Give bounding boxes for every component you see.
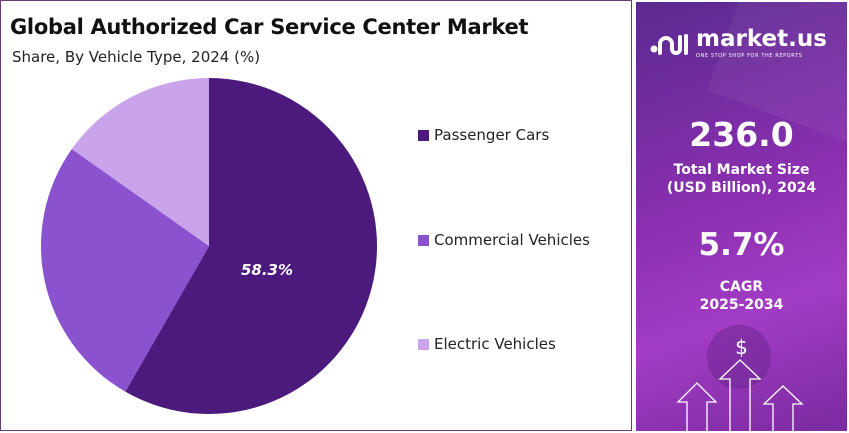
legend-label: Passenger Cars: [434, 126, 550, 144]
market-size-label-2: (USD Billion), 2024: [666, 180, 817, 196]
legend-label: Electric Vehicles: [434, 335, 556, 353]
market-size-value: 236.0: [689, 115, 794, 154]
legend-label: Commercial Vehicles: [434, 231, 590, 249]
market-size-label-1: Total Market Size: [673, 162, 810, 178]
legend-item: Commercial Vehicles: [418, 231, 590, 249]
coin-shape: [707, 325, 771, 389]
legend-swatch: [418, 129, 429, 141]
logo-mark-icon: [650, 33, 688, 55]
legend-item: Passenger Cars: [418, 126, 549, 144]
summary-panel: market.us ONE STOP SHOP FOR THE REPORTS …: [636, 2, 847, 431]
market-us-logo: market.us ONE STOP SHOP FOR THE REPORTS: [650, 28, 827, 59]
data-label: 58.3%: [241, 261, 293, 279]
chart-subtitle: Share, By Vehicle Type, 2024 (%): [12, 48, 261, 66]
legend-swatch: [418, 338, 429, 350]
pie-slice-passenger-cars: [125, 78, 377, 414]
cagr-value: 5.7%: [698, 227, 785, 263]
pie-chart: 58.3%: [40, 78, 377, 414]
chart-title: Global Authorized Car Service Center Mar…: [10, 15, 529, 39]
pie-slice-commercial-vehicles: [40, 148, 210, 392]
legend-swatch: [418, 234, 429, 246]
cagr-label-1: CAGR: [719, 279, 764, 295]
legend-item: Electric Vehicles: [418, 335, 556, 353]
growth-arrows-icon: [676, 359, 804, 431]
brand-tagline: ONE STOP SHOP FOR THE REPORTS: [696, 53, 803, 59]
chart-panel: Global Authorized Car Service Center Mar…: [0, 0, 632, 431]
brand-name: market.us: [696, 26, 827, 52]
pie-slice-electric-vehicles: [71, 78, 209, 246]
background-decoration: [676, 2, 847, 431]
dollar-icon: $: [735, 335, 748, 359]
cagr-label-2: 2025-2034: [699, 297, 784, 313]
